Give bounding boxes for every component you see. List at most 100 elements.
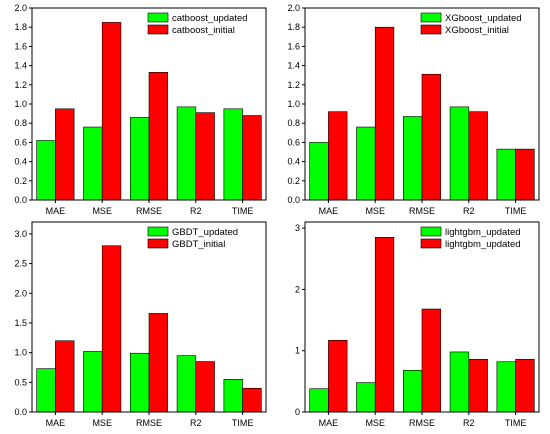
y-tick-label: 1.8 [14,22,27,32]
x-tick-label-rmse: RMSE [409,206,435,216]
y-tick-label: 1.4 [287,61,300,71]
x-tick-label-time: TIME [232,206,254,216]
bar-time-series-1 [223,108,243,201]
x-tick-label-mae: MAE [46,206,66,216]
bar-mae-series-2 [55,108,75,201]
bar-mse-series-2 [101,245,122,413]
legend-swatch-2 [147,24,169,35]
x-tick-label-r2: R2 [463,418,475,428]
bar-mae-series-2 [55,340,75,413]
x-tick-label-mse: MSE [92,418,112,428]
bar-r2-series-2 [468,358,488,413]
x-tick-label-time: TIME [232,418,254,428]
y-tick-label: 0.2 [14,176,27,186]
bar-time-series-2 [242,115,262,201]
legend-label-1: GBDT_updated [172,227,238,238]
bar-r2-series-2 [195,112,215,201]
y-tick-label: 1.6 [14,41,27,51]
y-tick-label: 2.0 [14,288,27,298]
bar-mse-series-1 [83,126,103,201]
chart-panel-1: MAE MSE RMSE R2 TIME 0.0 0.2 0.4 0.6 0.8 1.0 1.2 1.4… [14,3,267,216]
legend-label-2: catboost_initial [172,25,235,36]
bar-time-series-1 [496,361,516,413]
bar-rmse-series-2 [148,72,169,201]
legend-label-2: XGboost_initial [445,25,509,36]
x-tick-label-mae: MAE [319,418,339,428]
y-tick-label: 1.5 [14,318,27,328]
y-tick-label: 0.8 [14,118,27,128]
legend-swatch-2 [147,238,169,249]
x-tick-label-mae: MAE [46,418,66,428]
bar-mse-series-1 [83,351,103,413]
legend-swatch-2 [420,24,442,35]
y-tick-label: 2.5 [14,259,27,269]
legend-swatch-2 [420,238,442,249]
bar-rmse-series-2 [421,308,442,413]
legend-label-1: XGboost_updated [445,13,522,24]
bar-r2-series-1 [176,106,197,201]
x-tick-label-r2: R2 [463,206,475,216]
y-tick-label: 2.0 [14,3,27,13]
y-tick-label: 2.0 [287,3,300,13]
y-tick-label: 0.0 [14,407,27,417]
y-tick-label: 1.0 [14,348,27,358]
y-tick-label: 2 [295,284,300,294]
bar-mae-series-1 [36,368,56,413]
x-tick-label-rmse: RMSE [409,418,435,428]
y-tick-label: 1.0 [287,99,300,109]
legend-swatch-1 [147,226,169,237]
plot-frame [31,221,267,413]
y-tick-label: 0.0 [14,195,27,205]
bar-time-series-1 [496,148,516,201]
bar-r2-series-1 [176,355,197,413]
legend-swatch-1 [147,12,169,23]
bar-mae-series-2 [328,339,348,413]
bar-mse-series-2 [374,237,395,413]
x-tick-label-time: TIME [505,206,527,216]
y-tick-label: 0.6 [14,137,27,147]
bar-r2-series-1 [449,351,470,413]
y-tick-label: 1.4 [14,61,27,71]
x-tick-label-mse: MSE [365,418,385,428]
x-tick-label-rmse: RMSE [136,206,162,216]
bar-mae-series-1 [309,388,329,413]
y-tick-label: 1.2 [14,80,27,90]
x-tick-label-mse: MSE [92,206,112,216]
legend-swatch-1 [420,12,442,23]
bar-mae-series-1 [36,140,56,201]
y-tick-label: 0.8 [287,118,300,128]
bar-r2-series-2 [195,361,215,413]
bar-mse-series-2 [101,22,122,201]
bar-r2-series-2 [468,111,488,201]
legend-label-1: catboost_updated [172,13,248,24]
chart-panel-2: MAE MSE RMSE R2 TIME 0.0 0.2 0.4 0.6 0.8 1.0 1.2 1.4… [287,3,540,216]
bar-rmse-series-2 [421,73,442,201]
legend-swatch-1 [420,226,442,237]
x-tick-label-time: TIME [505,418,527,428]
plot-frame [304,7,540,201]
plot-frame [31,7,267,201]
y-tick-label: 3 [295,223,300,233]
plot-frame [304,221,540,413]
bar-time-series-2 [515,358,535,413]
y-tick-label: 0.4 [14,157,27,167]
y-tick-label: 0.2 [287,176,300,186]
bar-mse-series-1 [356,126,376,201]
y-tick-label: 0 [295,407,300,417]
x-tick-label-r2: R2 [190,418,202,428]
y-tick-label: 3.0 [14,229,27,239]
y-tick-label: 0.4 [287,157,300,167]
bar-time-series-1 [223,379,243,413]
bar-mae-series-1 [309,142,329,201]
y-tick-label: 1.8 [287,22,300,32]
y-tick-label: 1.0 [14,99,27,109]
bar-rmse-series-1 [129,117,150,201]
x-tick-label-r2: R2 [190,206,202,216]
chart-panel-4: MAE MSE RMSE R2 TIME 0 1 2 3 lightgbm_updatedligh… [295,221,540,428]
legend-label-2: lightgbm_updated [445,239,521,250]
